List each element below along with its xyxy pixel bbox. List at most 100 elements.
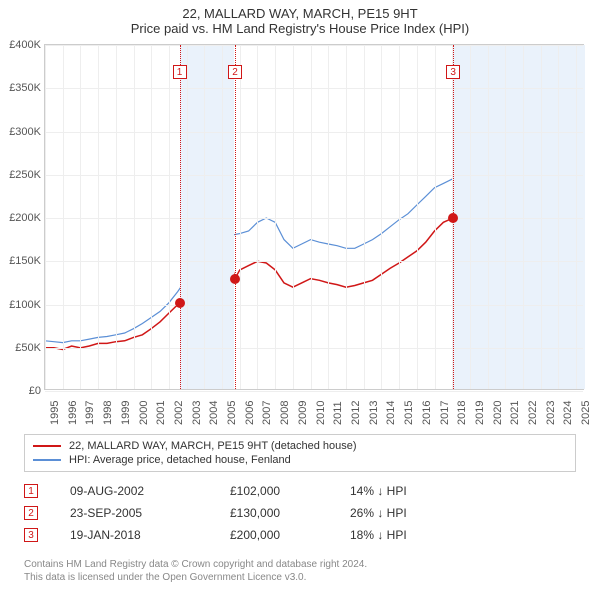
x-axis-label: 2020 — [492, 401, 504, 425]
gridline-v — [80, 45, 81, 389]
y-axis-label: £50K — [1, 342, 41, 354]
x-axis-label: 2012 — [350, 401, 362, 425]
x-axis-label: 2023 — [545, 401, 557, 425]
x-axis-label: 2001 — [155, 401, 167, 425]
gridline-v — [63, 45, 64, 389]
x-axis-label: 2018 — [456, 401, 468, 425]
gridline-v — [45, 45, 46, 389]
marker-box: 2 — [228, 65, 242, 79]
x-axis-label: 2008 — [279, 401, 291, 425]
transaction-date: 23-SEP-2005 — [70, 506, 230, 520]
gridline-v — [222, 45, 223, 389]
data-point-marker — [230, 274, 240, 284]
y-axis-label: £250K — [1, 169, 41, 181]
gridline-v — [257, 45, 258, 389]
x-axis-label: 2022 — [527, 401, 539, 425]
transactions-table: 109-AUG-2002£102,00014% ↓ HPI223-SEP-200… — [24, 480, 576, 546]
x-axis-label: 2024 — [562, 401, 574, 425]
gridline-v — [204, 45, 205, 389]
gridline-v — [417, 45, 418, 389]
x-axis-label: 1997 — [84, 401, 96, 425]
transaction-price: £200,000 — [230, 528, 350, 542]
plot-region: £0£50K£100K£150K£200K£250K£300K£350K£400… — [44, 44, 584, 390]
legend-label: HPI: Average price, detached house, Fenl… — [69, 454, 291, 466]
x-axis-label: 2002 — [173, 401, 185, 425]
y-axis-label: £200K — [1, 212, 41, 224]
x-axis-label: 2011 — [332, 401, 344, 425]
transaction-marker-box: 1 — [24, 484, 38, 498]
transaction-diff: 14% ↓ HPI — [350, 484, 407, 498]
x-axis-label: 2010 — [315, 401, 327, 425]
x-axis-label: 1996 — [67, 401, 79, 425]
y-axis-label: £400K — [1, 39, 41, 51]
x-axis-label: 2014 — [385, 401, 397, 425]
gridline-v — [116, 45, 117, 389]
gridline-v — [576, 45, 577, 389]
gridline-v — [541, 45, 542, 389]
y-axis-label: £350K — [1, 82, 41, 94]
transaction-date: 19-JAN-2018 — [70, 528, 230, 542]
gridline-v — [240, 45, 241, 389]
gridline-h — [45, 348, 583, 349]
gridline-v — [399, 45, 400, 389]
x-axis-label: 1999 — [120, 401, 132, 425]
highlight-band — [453, 45, 585, 389]
transaction-marker-box: 2 — [24, 506, 38, 520]
x-axis-label: 2015 — [403, 401, 415, 425]
transaction-marker-box: 3 — [24, 528, 38, 542]
x-axis-label: 2003 — [191, 401, 203, 425]
data-point-marker — [175, 298, 185, 308]
highlight-band — [180, 45, 235, 389]
gridline-v — [187, 45, 188, 389]
transaction-price: £130,000 — [230, 506, 350, 520]
chart-area: £0£50K£100K£150K£200K£250K£300K£350K£400… — [44, 44, 584, 390]
gridline-v — [346, 45, 347, 389]
x-axis-label: 2004 — [208, 401, 220, 425]
gridline-v — [169, 45, 170, 389]
gridline-v — [328, 45, 329, 389]
x-axis-label: 2017 — [439, 401, 451, 425]
chart-subtitle: Price paid vs. HM Land Registry's House … — [0, 21, 600, 40]
gridline-h — [45, 391, 583, 392]
y-axis-label: £150K — [1, 255, 41, 267]
gridline-h — [45, 88, 583, 89]
chart-container: 22, MALLARD WAY, MARCH, PE15 9HT Price p… — [0, 0, 600, 590]
gridline-v — [381, 45, 382, 389]
transaction-date: 09-AUG-2002 — [70, 484, 230, 498]
gridline-v — [488, 45, 489, 389]
x-axis-label: 1998 — [102, 401, 114, 425]
legend: 22, MALLARD WAY, MARCH, PE15 9HT (detach… — [24, 434, 576, 472]
marker-box: 3 — [446, 65, 460, 79]
y-axis-label: £300K — [1, 126, 41, 138]
transaction-row: 3 19-JAN-2018£200,00018% ↓ HPI — [24, 524, 576, 546]
gridline-v — [151, 45, 152, 389]
x-axis-label: 2021 — [509, 401, 521, 425]
gridline-h — [45, 218, 583, 219]
gridline-h — [45, 305, 583, 306]
x-axis-label: 2005 — [226, 401, 238, 425]
gridline-h — [45, 261, 583, 262]
x-axis-label: 2019 — [474, 401, 486, 425]
x-axis-label: 2007 — [261, 401, 273, 425]
transaction-diff: 26% ↓ HPI — [350, 506, 407, 520]
legend-row: HPI: Average price, detached house, Fenl… — [33, 453, 567, 467]
legend-swatch — [33, 459, 61, 461]
transaction-row: 2 23-SEP-2005£130,00026% ↓ HPI — [24, 502, 576, 524]
footer-line-2: This data is licensed under the Open Gov… — [24, 571, 576, 584]
gridline-v — [98, 45, 99, 389]
data-point-marker — [448, 213, 458, 223]
transaction-diff: 18% ↓ HPI — [350, 528, 407, 542]
x-axis-label: 2000 — [138, 401, 150, 425]
marker-box: 1 — [173, 65, 187, 79]
footer: Contains HM Land Registry data © Crown c… — [24, 558, 576, 584]
gridline-v — [558, 45, 559, 389]
gridline-v — [523, 45, 524, 389]
marker-vline — [235, 45, 236, 389]
x-axis-label: 2009 — [297, 401, 309, 425]
footer-line-1: Contains HM Land Registry data © Crown c… — [24, 558, 576, 571]
y-axis-label: £0 — [1, 385, 41, 397]
legend-row: 22, MALLARD WAY, MARCH, PE15 9HT (detach… — [33, 439, 567, 453]
gridline-v — [293, 45, 294, 389]
x-axis-label: 1995 — [49, 401, 61, 425]
gridline-v — [435, 45, 436, 389]
